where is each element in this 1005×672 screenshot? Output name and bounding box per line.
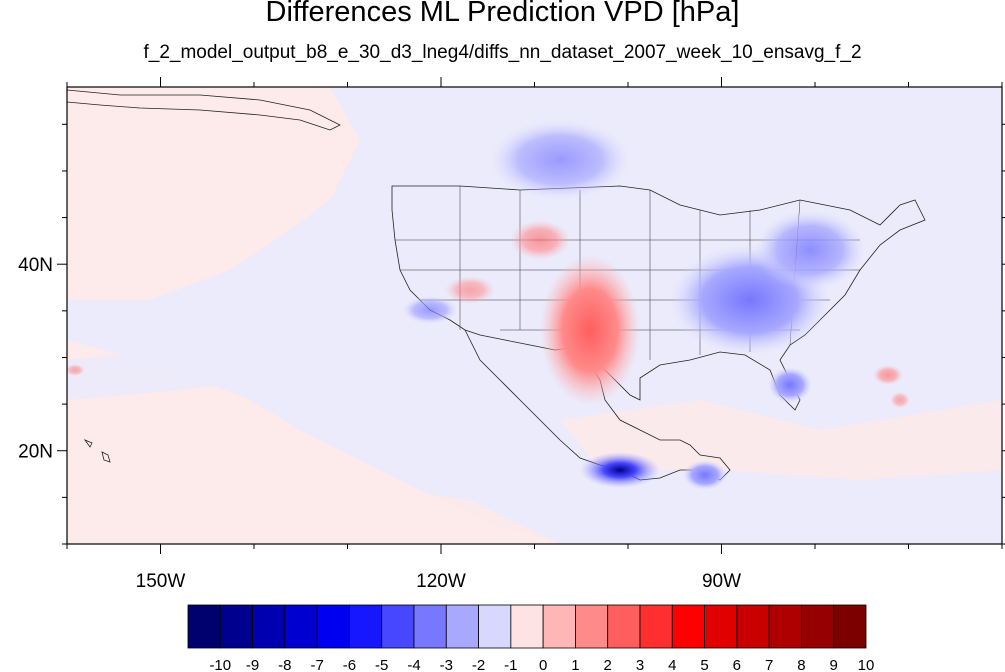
colorbar-level-label: 2: [604, 657, 612, 672]
colorbar-labels: -10 -9 -8 -7 -6 -5 -4 -3 -2 -1 0 1 2 3 4 5 6 7 8 9 10: [209, 657, 874, 672]
colorbar-swatch: [768, 604, 802, 649]
colorbar-level-label: 8: [797, 657, 805, 672]
yucatan-negative-anomaly: [683, 460, 727, 490]
axis-ticks: [57, 77, 1005, 554]
colorbar-swatch: [413, 604, 447, 649]
colorbar-level-label: -3: [440, 657, 453, 672]
colorbar-swatch: [575, 604, 609, 649]
colorbar-swatch: [478, 604, 512, 649]
northeast-negative-anomaly: [755, 210, 865, 290]
colorbar-swatch: [349, 604, 383, 649]
colorbar-swatch: [187, 604, 221, 649]
lon-tick-label: 120W: [416, 571, 466, 592]
southwest-positive-anomaly: [445, 276, 495, 304]
california-negative-anomaly: [402, 296, 458, 324]
colorbar-swatch: [833, 604, 867, 649]
texas-positive-anomaly: [540, 255, 640, 405]
colorbar-swatch: [445, 604, 479, 649]
colorbar-level-label: 5: [700, 657, 708, 672]
colorbar-swatch: [219, 604, 253, 649]
colorbar-level-label: 4: [668, 657, 676, 672]
colorbar-level-label: -1: [504, 657, 517, 672]
lon-tick-label: 90W: [702, 571, 741, 592]
colorbar-level-label: 0: [539, 657, 547, 672]
colorbar-level-label: 9: [830, 657, 838, 672]
canada-negative-anomaly: [490, 120, 630, 200]
colorbar-level-label: 6: [733, 657, 741, 672]
colorbar-level-label: 3: [636, 657, 644, 672]
colorbar-level-label: -8: [278, 657, 291, 672]
colorbar-level-label: 7: [765, 657, 773, 672]
colorbar-swatch: [704, 604, 738, 649]
southeast-positive-band: [560, 400, 1002, 480]
colorbar-level-label: -4: [407, 657, 420, 672]
colorbar-level-label: -6: [343, 657, 356, 672]
colorbar-level-label: -10: [209, 657, 231, 672]
lat-tick-label: 40N: [18, 255, 53, 276]
lat-tick-label: 20N: [18, 442, 53, 463]
map-title: Differences ML Prediction VPD [hPa]: [265, 0, 740, 28]
plot-area: [67, 87, 1002, 544]
south-positive-band: [67, 470, 560, 544]
colorbar-swatch: [316, 604, 350, 649]
colorbar-swatch: [542, 604, 576, 649]
west-negative-band: [67, 300, 340, 400]
colorbar-swatch: [671, 604, 705, 649]
pacific-positive-anomaly: [67, 364, 85, 376]
colorbar-level-label: 1: [571, 657, 579, 672]
colorbar-level-label: 10: [858, 657, 875, 672]
difference-contours: [67, 120, 910, 490]
florida-negative-anomaly: [768, 367, 812, 403]
colorbar-swatch: [736, 604, 770, 649]
colorbar-swatch: [639, 604, 673, 649]
map-subtitle: f_2_model_output_b8_e_30_d3_lneg4/diffs_…: [143, 42, 862, 63]
colorbar-swatch: [252, 604, 286, 649]
colorbar: [187, 604, 867, 649]
atlantic-positive-anomaly-2: [890, 392, 910, 408]
colorbar-swatch: [284, 604, 318, 649]
colorbar-swatch: [510, 604, 544, 649]
colorbar-level-label: -9: [246, 657, 259, 672]
colorbar-level-label: -2: [472, 657, 485, 672]
colorbar-swatch: [381, 604, 415, 649]
colorbar-level-label: -7: [310, 657, 323, 672]
plains-positive-anomaly: [510, 220, 570, 260]
colorbar-swatch: [801, 604, 835, 649]
axis-tick-labels: 150W 120W 90W 40N 20N: [18, 255, 741, 592]
lon-tick-label: 150W: [136, 571, 186, 592]
colorbar-swatch: [607, 604, 641, 649]
atlantic-positive-anomaly: [873, 365, 903, 385]
colorbar-level-label: -5: [375, 657, 388, 672]
mexico-strong-negative-anomaly: [580, 452, 660, 488]
